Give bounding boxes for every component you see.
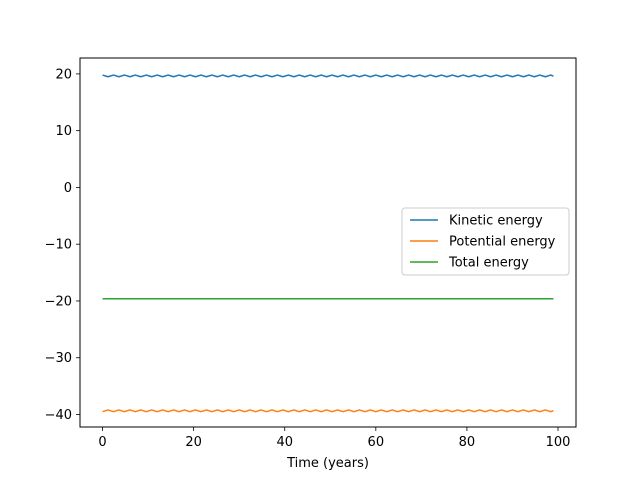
plot-frame	[79, 57, 577, 428]
y-tick-label: −40	[45, 408, 72, 423]
y-tick-label: −30	[45, 351, 72, 366]
y-axis-ticks: −40 −30 −20 −10 0 10 20	[45, 67, 80, 423]
x-tick-label: 60	[368, 435, 385, 450]
y-tick-label: −20	[45, 294, 72, 309]
series-line-kinetic-energy	[102, 74, 554, 78]
x-tick-label: 0	[98, 435, 106, 450]
legend-box	[401, 207, 570, 276]
y-tick-label: −10	[45, 238, 72, 253]
legend-label-kinetic-energy: Kinetic energy	[449, 214, 543, 229]
legend-label-potential-energy: Potential energy	[449, 235, 556, 250]
legend: Kinetic energy Potential energy Total ener…	[401, 207, 570, 276]
x-tick-label: 100	[546, 435, 571, 450]
y-tick-label: 20	[55, 67, 72, 82]
x-tick-label: 40	[276, 435, 293, 450]
y-tick-label: 0	[64, 181, 72, 196]
legend-label-total-energy: Total energy	[448, 256, 529, 271]
x-tick-label: 20	[185, 435, 202, 450]
y-tick-label: 10	[55, 124, 72, 139]
x-axis-ticks: 0 20 40 60 80 100	[98, 427, 570, 450]
plot-lines	[102, 74, 554, 413]
x-axis-label: Time (years)	[286, 456, 369, 471]
series-line-potential-energy	[102, 409, 554, 413]
x-tick-label: 80	[459, 435, 476, 450]
